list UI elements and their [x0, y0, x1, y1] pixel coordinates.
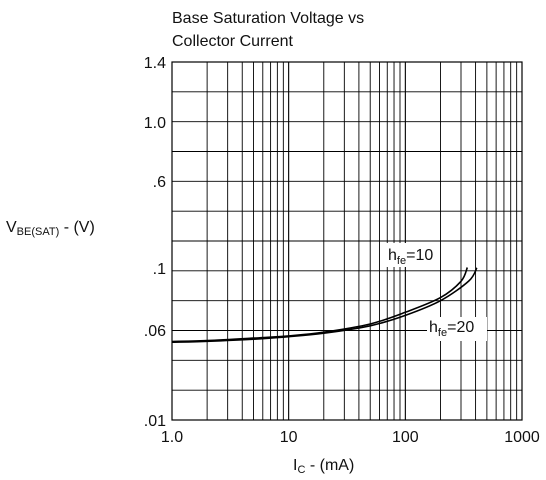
x-tick-labels: 1.0 10 100 1000 [161, 429, 540, 446]
series-label-hfe20-main: h [429, 319, 438, 336]
chart-title-line-1: Base Saturation Voltage vs [172, 10, 364, 27]
y-axis-label-main: V [6, 219, 17, 236]
x-axis-label-main: I [293, 457, 297, 474]
y-tick-label: .1 [153, 261, 166, 278]
series-label-hfe10-main: h [388, 247, 397, 264]
y-axis-label-rest: - (V) [59, 219, 95, 236]
series-line-hfe20 [171, 267, 478, 343]
x-axis-label-rest: - (mA) [305, 457, 354, 474]
y-tick-label: 1.0 [144, 115, 166, 132]
x-axis-label-subscript: C [297, 464, 305, 476]
y-tick-label: .01 [144, 413, 166, 430]
y-axis-label: VBE(SAT) - (V) [6, 219, 95, 238]
series-label-hfe20-rest: =20 [447, 319, 474, 336]
series-line-hfe10 [171, 267, 469, 343]
y-tick-labels: .01 .06 .1 .6 1.0 1.4 [144, 55, 166, 430]
chart-title-line-2: Collector Current [172, 33, 293, 50]
series-label-hfe20-subscript: fe [438, 327, 447, 339]
series-label-background-hfe10 [386, 243, 438, 267]
y-tick-label: 1.4 [144, 55, 166, 72]
plot-frame [171, 61, 523, 421]
series-label-hfe20: hfe=20 [429, 319, 474, 339]
x-tick-label: 1.0 [161, 429, 183, 446]
curves [171, 267, 478, 343]
series-label-background-hfe20 [427, 317, 487, 341]
grid [171, 61, 523, 421]
series-label-hfe10-subscript: fe [397, 255, 406, 267]
x-tick-label: 10 [280, 429, 298, 446]
x-tick-label: 100 [392, 429, 419, 446]
y-tick-label: .06 [144, 323, 166, 340]
y-axis-label-subscript: BE(SAT) [17, 226, 60, 238]
x-axis-label: IC - (mA) [293, 457, 354, 476]
series-label-hfe10-rest: =10 [406, 247, 433, 264]
series-label-hfe10: hfe=10 [388, 247, 433, 267]
x-tick-label: 1000 [504, 429, 540, 446]
y-tick-label: .6 [153, 174, 166, 191]
